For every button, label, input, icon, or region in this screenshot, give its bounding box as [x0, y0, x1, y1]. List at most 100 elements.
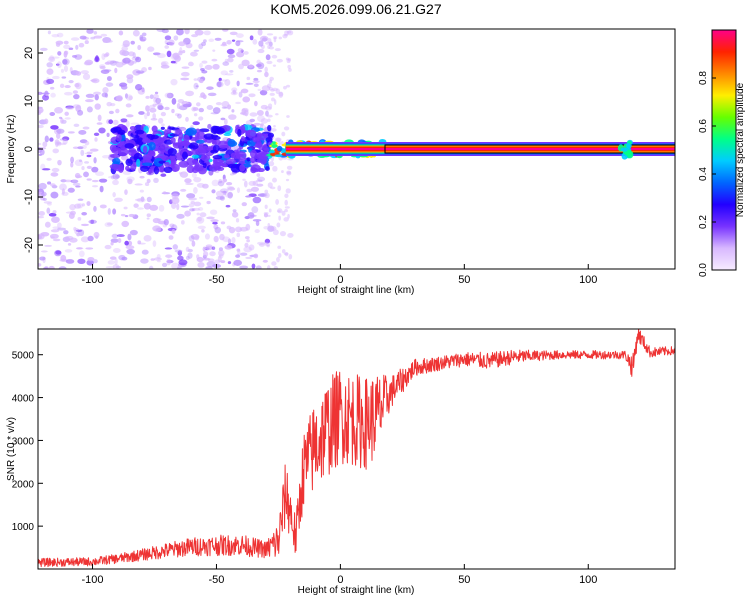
spectral-blob	[85, 93, 95, 98]
spectral-blob	[141, 32, 147, 37]
spectral-blob	[155, 102, 163, 106]
y-tick-label: 1000	[12, 522, 35, 533]
spectral-blob	[57, 222, 62, 229]
spectral-blob	[52, 75, 60, 80]
spectral-blob	[150, 118, 158, 121]
spectral-blob	[93, 35, 103, 39]
spectral-blob	[217, 255, 222, 263]
colorbar: 0.0 0.2 0.4 0.6 0.8 Normalized spectral ampl…	[698, 29, 746, 277]
spectral-blob	[255, 179, 263, 183]
spectral-blob	[125, 103, 132, 108]
spectral-blob	[127, 178, 133, 185]
spectral-blob	[116, 143, 123, 148]
spectral-blob	[187, 252, 193, 259]
spectral-blob	[284, 208, 288, 213]
spectral-blob	[106, 101, 112, 107]
spectral-blob	[108, 176, 114, 179]
spectral-blob	[117, 147, 129, 157]
spectral-blob	[38, 91, 43, 96]
spectral-blob	[145, 105, 150, 112]
spectral-blob	[114, 258, 118, 265]
spectral-blob	[39, 256, 46, 261]
spectral-blob	[149, 107, 157, 113]
spectral-blob	[109, 60, 117, 66]
spectral-blob	[93, 30, 98, 35]
spectral-blob	[279, 230, 287, 237]
spectral-blob	[263, 242, 270, 245]
spectral-blob	[193, 187, 198, 194]
spectral-blob	[193, 82, 199, 90]
spectral-blob	[272, 229, 279, 236]
spectral-blob	[206, 86, 214, 90]
spectral-blob	[136, 197, 146, 203]
spectral-blob	[44, 244, 52, 247]
spectral-blob	[161, 262, 168, 268]
spectral-blob	[120, 213, 126, 217]
spectral-blob	[185, 255, 190, 260]
spectral-blob	[197, 225, 206, 230]
spectral-blob	[72, 182, 81, 186]
spectral-blob	[268, 161, 275, 167]
spectral-blob	[198, 116, 204, 121]
spectral-blob	[208, 38, 215, 43]
spectral-blob	[78, 42, 85, 48]
spectral-blob	[267, 44, 271, 50]
spectral-blob	[252, 39, 258, 45]
spectral-blob	[245, 82, 254, 85]
spectral-blob	[152, 93, 159, 100]
spectral-blob	[216, 81, 222, 88]
spectral-blob	[51, 216, 60, 223]
spectral-blob	[73, 123, 80, 128]
spectral-blob	[250, 186, 260, 192]
spectral-blob	[93, 205, 97, 212]
spectral-blob	[50, 236, 55, 239]
spectral-blob	[209, 164, 219, 172]
spectral-blob	[148, 66, 152, 71]
spectral-blob	[64, 91, 73, 96]
spectral-blob	[163, 190, 167, 195]
spectral-blob	[128, 95, 133, 101]
spectral-blob	[48, 56, 56, 63]
spectral-blob	[254, 100, 258, 107]
spectral-blob	[213, 139, 221, 145]
spectral-blob	[80, 70, 89, 75]
spectral-blob	[145, 95, 150, 99]
spectral-blob	[75, 71, 82, 76]
spectral-blob	[207, 258, 215, 263]
spectral-blob	[201, 41, 207, 47]
spectral-blob	[246, 157, 251, 162]
spectral-blob	[275, 113, 279, 116]
spectral-blob	[64, 50, 69, 56]
spectral-blob	[214, 37, 222, 41]
spectral-blob	[253, 253, 259, 259]
spectral-blob	[215, 161, 225, 167]
spectral-blob	[99, 185, 104, 193]
spectral-blob	[149, 204, 159, 211]
spectral-blob	[178, 160, 190, 168]
spectral-blob	[242, 96, 251, 103]
spectral-blob	[118, 254, 126, 261]
spectral-blob	[48, 265, 55, 269]
spectral-blob	[190, 200, 195, 204]
spectral-blob	[105, 266, 115, 269]
spectral-blob	[252, 196, 262, 204]
spectral-blob	[176, 213, 185, 219]
spectral-blob	[139, 189, 144, 193]
spectral-blob	[59, 183, 67, 191]
colorbar-tick-label: 0.4	[698, 167, 709, 181]
spectral-blob	[149, 94, 154, 100]
spectral-blob	[253, 77, 259, 81]
spectral-blob	[241, 59, 250, 67]
spectral-blob	[129, 125, 136, 131]
spectral-blob	[164, 161, 170, 167]
spectral-blob	[211, 58, 218, 62]
spectral-blob	[120, 118, 128, 123]
spectral-blob	[218, 179, 223, 184]
spectral-blob	[219, 233, 225, 241]
spectral-blob	[199, 62, 203, 68]
spectral-blob	[43, 118, 49, 125]
spectral-blob	[206, 216, 215, 220]
spectral-blob	[249, 35, 254, 41]
spectral-blob	[46, 68, 54, 75]
spectral-blob	[163, 166, 173, 174]
